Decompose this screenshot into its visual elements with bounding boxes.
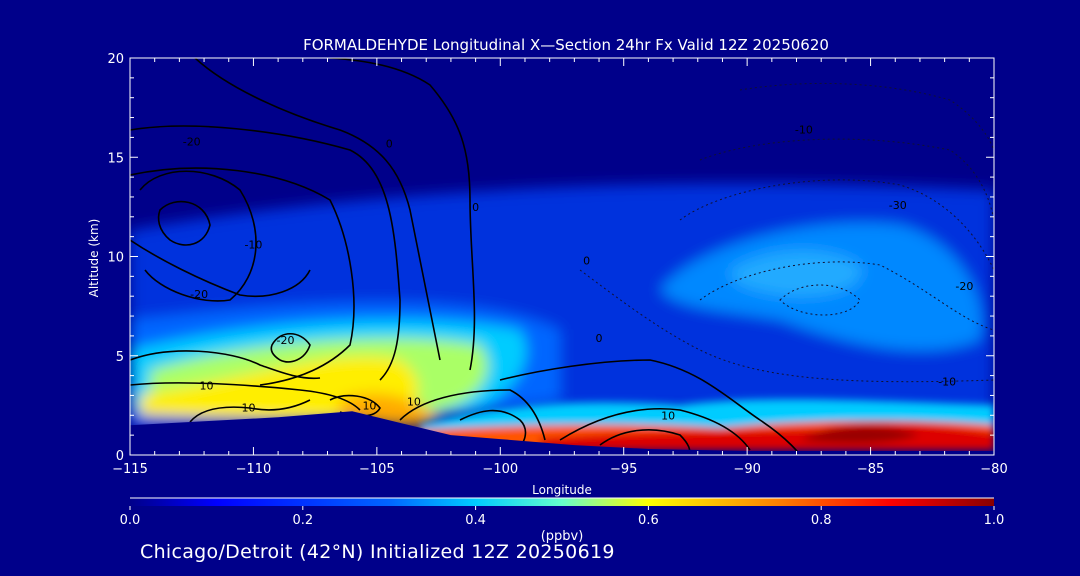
x-tick-label: −105 (359, 462, 395, 477)
y-tick-label: 15 (107, 151, 124, 166)
contour-line (139, 170, 257, 302)
contour-label: 0 (596, 332, 603, 345)
contour-label: 0 (583, 254, 590, 267)
colorbar-tick-label: 0.6 (638, 513, 659, 528)
x-tick-label: −95 (610, 462, 637, 477)
contour-line (130, 239, 311, 298)
concentration-field (130, 183, 994, 430)
contour-line (499, 359, 801, 455)
contour-line (130, 125, 401, 381)
y-tick-label: 20 (107, 52, 124, 67)
terrain (130, 411, 994, 455)
x-tick-label: −110 (236, 462, 272, 477)
contour-label: 10 (241, 401, 255, 414)
contour-label: 10 (661, 409, 675, 422)
contour-label: -20 (183, 135, 201, 148)
contours (130, 58, 801, 455)
contour-label: 0 (472, 201, 479, 214)
y-axis: 0 5 10 15 20 (107, 52, 994, 464)
dotted-contours (579, 82, 994, 383)
x-tick-label: −100 (482, 462, 518, 477)
contour-label: -10 (938, 376, 956, 389)
contour-line (130, 350, 321, 380)
colorbar-tick-label: 0.2 (292, 513, 313, 528)
colorbar-tick-label: 0.4 (465, 513, 486, 528)
dotted-contour-line (699, 261, 994, 331)
x-tick-label: −85 (857, 462, 884, 477)
contour-label-layer: 0 0 0 0 -10 -20 -20 -20 10 10 10 10 10 -10 -30 -20 -10 (183, 123, 974, 422)
contour-line (189, 399, 311, 423)
contour-label: 10 (362, 399, 376, 412)
contour-line (559, 407, 751, 451)
contour-line (157, 200, 211, 246)
contour-line (270, 332, 311, 363)
colorbar-label: (ppbv) (541, 529, 584, 544)
contour-label: 0 (386, 137, 393, 150)
x-axis-label: Longitude (532, 483, 592, 497)
contour-label: -20 (955, 280, 973, 293)
x-axis: −115 −110 −105 −100 −95 −90 −85 −80 (112, 58, 1008, 477)
contour-line (130, 167, 355, 386)
contour-line (130, 382, 361, 411)
colorbar-tick-label: 0.0 (120, 513, 141, 528)
dotted-contour-line (579, 269, 994, 383)
contour-label: -20 (190, 288, 208, 301)
contour-label: 10 (407, 395, 421, 408)
contour-line (599, 429, 691, 455)
y-axis-label: Altitude (km) (87, 219, 101, 298)
plot-area: 0 0 0 0 -10 -20 -20 -20 10 10 10 10 10 -10 -30 -20 -10 (130, 58, 994, 455)
dotted-contour-line (699, 138, 994, 221)
field-surface-darkred (800, 426, 920, 444)
y-tick-label: 5 (116, 350, 124, 365)
x-tick-label: −80 (980, 462, 1007, 477)
contour-label: -30 (889, 199, 907, 212)
x-tick-label: −115 (112, 462, 148, 477)
contour-label: -10 (244, 239, 262, 252)
contour-line (194, 58, 441, 361)
dotted-contour-line (679, 179, 994, 271)
contour-line (399, 389, 546, 441)
contour-label: -20 (277, 334, 295, 347)
contour-label: 10 (200, 379, 214, 392)
x-tick-label: −90 (733, 462, 760, 477)
contour-line (329, 58, 476, 371)
terrain-layer (130, 411, 994, 455)
colorbar-ticks: 0.0 0.2 0.4 0.6 0.8 1.0 (120, 506, 1005, 528)
colorbar-tick-label: 0.8 (811, 513, 832, 528)
colorbar (130, 498, 994, 506)
contour-label: -10 (795, 123, 813, 136)
dotted-contour-line (739, 82, 994, 151)
y-tick-label: 0 (116, 449, 124, 464)
chart-title: FORMALDEHYDE Longitudinal X—Section 24hr… (303, 36, 829, 54)
colorbar-tick-label: 1.0 (984, 513, 1005, 528)
footer-caption: Chicago/Detroit (42°N) Initialized 12Z 2… (140, 541, 615, 563)
y-tick-label: 10 (107, 251, 124, 266)
